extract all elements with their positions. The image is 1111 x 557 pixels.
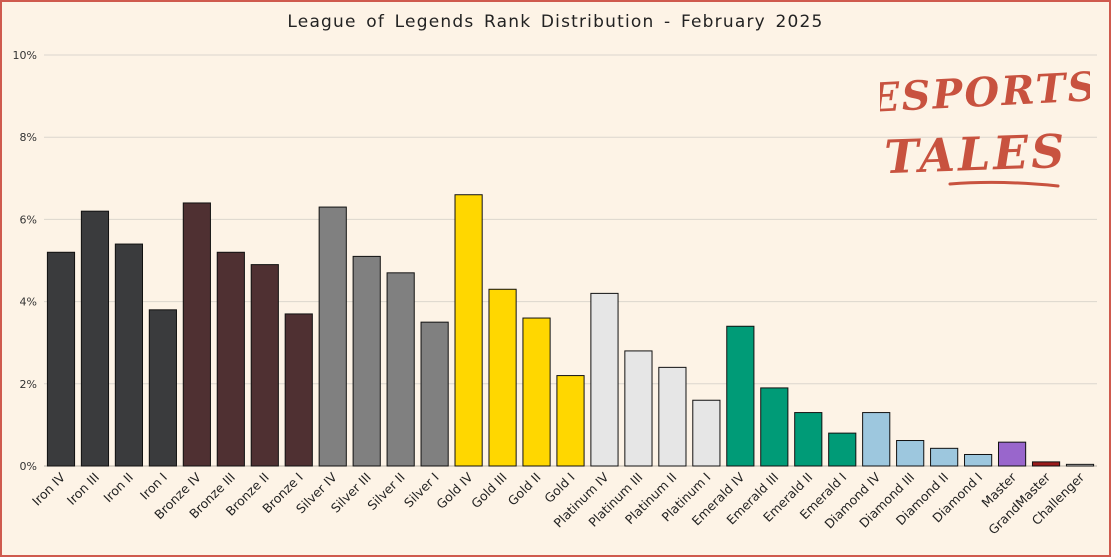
- y-tick-label: 6%: [20, 213, 37, 226]
- logo-underline: [948, 180, 1060, 188]
- bar: [114, 243, 144, 467]
- bar: [896, 440, 925, 467]
- bar: [624, 350, 653, 467]
- bar: [80, 210, 110, 467]
- bar: [148, 309, 177, 467]
- logo-line-1: ESPORTS: [880, 63, 1090, 122]
- x-tick-label: Gold II: [505, 470, 544, 509]
- y-tick-label: 10%: [13, 49, 37, 62]
- bar: [862, 412, 891, 467]
- esports-tales-logo: ESPORTS TALES: [880, 63, 1090, 188]
- bar: [997, 441, 1027, 467]
- y-tick-label: 0%: [20, 460, 37, 473]
- bar: [386, 272, 415, 467]
- logo-line-2: TALES: [883, 124, 1068, 184]
- bar: [488, 288, 517, 467]
- bar: [760, 387, 789, 467]
- y-tick-label: 4%: [20, 296, 37, 309]
- bar: [794, 412, 823, 467]
- bar: [454, 194, 483, 467]
- bar: [352, 255, 381, 467]
- bar: [250, 264, 279, 467]
- bar: [420, 321, 449, 467]
- bar: [726, 325, 755, 467]
- y-tick-label: 2%: [20, 378, 37, 391]
- bar: [182, 202, 211, 467]
- chart-title: League of Legends Rank Distribution - Fe…: [287, 12, 824, 32]
- bar: [216, 251, 245, 467]
- bar: [1065, 463, 1095, 467]
- x-tick-label: Iron III: [64, 470, 102, 508]
- x-tick-label: Iron IV: [29, 469, 68, 508]
- x-tick-label: Silver II: [364, 470, 407, 513]
- bar: [284, 313, 313, 467]
- bar: [46, 251, 76, 467]
- x-tick-label: Gold III: [468, 470, 510, 512]
- bar: [964, 453, 993, 467]
- y-tick-label: 8%: [20, 131, 37, 144]
- bar: [1031, 461, 1061, 467]
- x-tick-label: Iron II: [100, 470, 136, 506]
- bar: [692, 399, 721, 467]
- bar: [318, 206, 347, 467]
- x-tick-label: Gold IV: [433, 469, 476, 512]
- bar: [556, 375, 585, 467]
- bar: [828, 432, 857, 467]
- bar: [522, 317, 551, 467]
- bar: [658, 366, 687, 467]
- bar: [930, 447, 959, 467]
- bar: [590, 292, 619, 467]
